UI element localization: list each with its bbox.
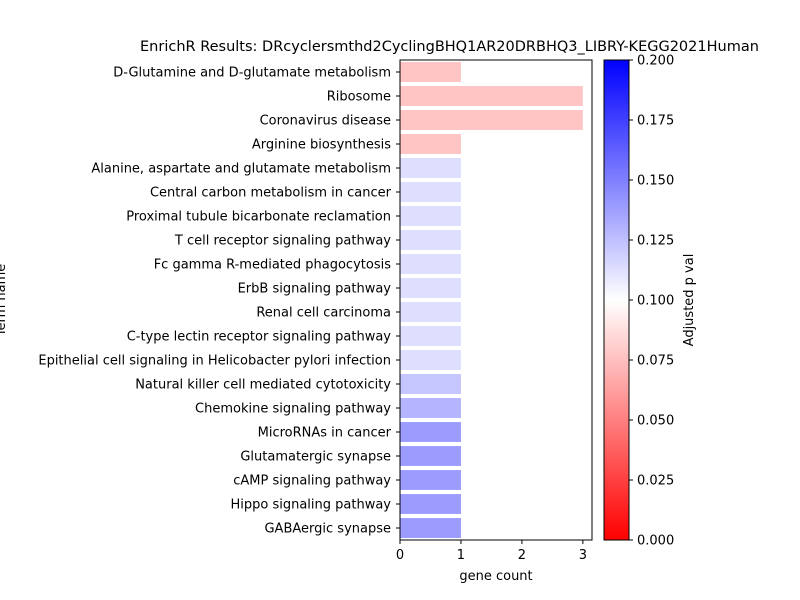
y-tick-label: Ribosome	[327, 90, 391, 105]
plot-frame	[399, 59, 593, 541]
colorbar-tick-label: 0.125	[637, 234, 674, 249]
colorbar-tick-label: 0.150	[637, 174, 674, 189]
bar	[400, 182, 461, 202]
y-tick-label: Epithelial cell signaling in Helicobacte…	[38, 354, 391, 369]
bar	[400, 110, 583, 130]
colorbar-tick-label: 0.200	[637, 54, 674, 69]
x-axis-ticks: 0 1 2 3	[396, 540, 587, 563]
bar	[400, 494, 461, 514]
y-tick-label: Proximal tubule bicarbonate reclamation	[126, 210, 391, 225]
y-tick-label: Natural killer cell mediated cytotoxicit…	[135, 378, 391, 393]
bar	[400, 206, 461, 226]
colorbar-tick-label: 0.175	[637, 114, 674, 129]
y-tick-label: Glutamatergic synapse	[240, 450, 391, 465]
y-tick-label: cAMP signaling pathway	[233, 474, 391, 489]
bar	[400, 470, 461, 490]
x-tick-label: 3	[579, 548, 587, 563]
bar	[400, 398, 461, 418]
colorbar	[603, 59, 630, 541]
x-axis-label: gene count	[459, 569, 532, 584]
x-tick-label: 2	[518, 548, 526, 563]
y-tick-label: Coronavirus disease	[260, 114, 391, 129]
y-tick-label: Renal cell carcinoma	[256, 306, 391, 321]
colorbar-tick-label: 0.000	[637, 534, 674, 549]
bar	[400, 278, 461, 298]
y-tick-label: Alanine, aspartate and glutamate metabol…	[91, 162, 391, 177]
colorbar-tick-label: 0.050	[637, 414, 674, 429]
colorbar-tick-label: 0.100	[637, 294, 674, 309]
colorbar-label: Adjusted p val	[682, 254, 697, 347]
colorbar-ticks: 0.000 0.025 0.050 0.075 0.100 0.125 0.150 0.175…	[629, 54, 674, 549]
chart-title: EnrichR Results: DRcyclersmthd2CyclingBH…	[140, 39, 759, 55]
bar	[400, 374, 461, 394]
y-axis-label: Term name	[0, 264, 9, 338]
bar	[400, 302, 461, 322]
x-tick-label: 1	[457, 548, 465, 563]
bar	[400, 254, 461, 274]
y-tick-label: MicroRNAs in cancer	[258, 426, 392, 441]
colorbar-tick-label: 0.075	[637, 354, 674, 369]
y-tick-labels: D-Glutamine and D-glutamate metabolism Ri…	[38, 66, 400, 537]
y-tick-label: T cell receptor signaling pathway	[174, 234, 391, 249]
y-tick-label: D-Glutamine and D-glutamate metabolism	[113, 66, 391, 81]
y-tick-label: GABAergic synapse	[264, 522, 391, 537]
colorbar-tick-label: 0.025	[637, 474, 674, 489]
bar	[400, 62, 461, 82]
y-tick-label: C-type lectin receptor signaling pathway	[127, 330, 392, 345]
y-tick-label: Fc gamma R-mediated phagocytosis	[154, 258, 392, 273]
bar	[400, 86, 583, 106]
bar	[400, 134, 461, 154]
bar	[400, 422, 461, 442]
bars-group	[400, 62, 583, 538]
bar	[400, 518, 461, 538]
bar	[400, 350, 461, 370]
bar	[400, 158, 461, 178]
bar	[400, 230, 461, 250]
y-tick-label: Central carbon metabolism in cancer	[150, 186, 392, 201]
bar	[400, 446, 461, 466]
y-tick-label: Chemokine signaling pathway	[195, 402, 391, 417]
bar	[400, 326, 461, 346]
x-tick-label: 0	[396, 548, 404, 563]
y-tick-label: Arginine biosynthesis	[252, 138, 391, 153]
y-tick-label: ErbB signaling pathway	[238, 282, 392, 297]
y-tick-label: Hippo signaling pathway	[230, 498, 391, 513]
